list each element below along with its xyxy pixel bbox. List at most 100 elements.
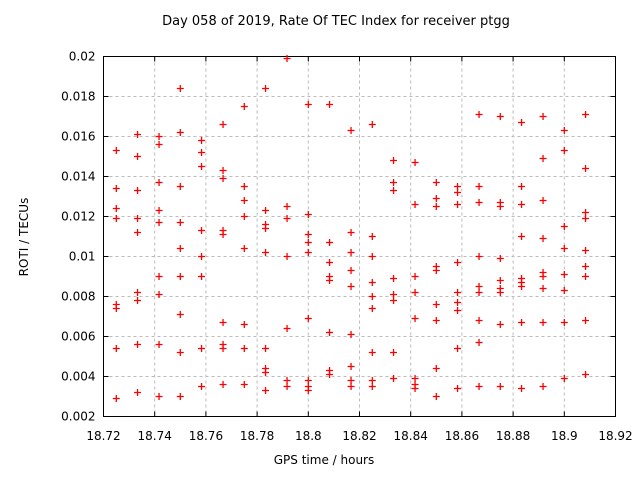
data-point-marker [560,223,568,230]
data-point-marker [240,321,248,328]
data-point-marker [134,297,142,304]
data-point-marker [326,277,334,284]
data-point-marker [304,101,312,108]
data-point-marker [155,291,163,298]
data-point-marker [112,345,120,352]
data-point-marker [411,315,419,322]
data-point-marker [582,209,590,216]
chart-title: Day 058 of 2019, Rate Of TEC Index for r… [162,14,510,29]
data-point-marker [454,289,462,296]
data-point-marker [475,283,483,290]
data-point-marker [262,207,270,214]
data-point-marker [176,129,184,136]
data-point-marker [198,345,206,352]
data-point-marker [262,345,270,352]
data-point-marker [411,201,419,208]
data-point-marker [582,247,590,254]
data-point-marker [262,85,270,92]
data-point-marker [304,249,312,256]
data-point-marker [347,127,355,134]
data-point-marker [176,311,184,318]
data-point-marker [518,233,526,240]
data-point-marker [304,315,312,322]
data-point-marker [560,245,568,252]
data-point-marker [176,393,184,400]
data-point-marker [198,227,206,234]
data-point-marker [411,159,419,166]
data-point-marker [582,317,590,324]
data-point-marker [496,277,504,284]
data-point-marker [304,211,312,218]
data-point-marker [539,197,547,204]
data-point-marker [176,349,184,356]
data-point-marker [390,275,398,282]
data-point-marker [304,377,312,384]
y-tick-label: 0.004 [61,370,95,384]
data-point-marker [368,293,376,300]
x-tick-label: 18.9 [551,429,578,443]
data-point-marker [198,163,206,170]
data-point-marker [304,239,312,246]
data-point-marker [262,225,270,232]
data-point-marker [198,137,206,144]
data-point-marker [582,215,590,222]
data-point-marker [347,377,355,384]
data-point-marker [539,155,547,162]
x-tick-label: 18.82 [342,429,376,443]
data-point-marker [496,203,504,210]
data-point-marker [454,259,462,266]
data-point-marker [560,271,568,278]
data-point-marker [176,273,184,280]
data-point-marker [155,133,163,140]
data-point-marker [539,285,547,292]
x-tick-label: 18.78 [240,429,274,443]
data-point-marker [560,375,568,382]
data-point-marker [198,253,206,260]
data-point-marker [496,255,504,262]
data-point-marker [475,183,483,190]
data-point-marker [411,273,419,280]
data-point-marker [475,339,483,346]
data-point-marker [560,127,568,134]
data-point-marker [518,201,526,208]
x-tick-label: 18.76 [189,429,223,443]
data-point-marker [219,175,227,182]
data-point-marker [326,329,334,336]
data-point-marker [134,153,142,160]
data-point-marker [432,393,440,400]
data-point-marker [368,383,376,390]
data-point-marker [198,273,206,280]
data-point-marker [219,231,227,238]
data-point-marker [134,229,142,236]
y-tick-label: 0.018 [61,90,95,104]
data-point-marker [390,179,398,186]
y-tick-label: 0.016 [61,130,95,144]
data-point-marker [390,375,398,382]
data-point-marker [432,179,440,186]
data-point-marker [475,317,483,324]
data-point-marker [368,121,376,128]
data-point-marker [390,157,398,164]
data-point-marker [283,377,291,384]
y-tick-label: 0.02 [69,50,96,64]
data-point-marker [560,287,568,294]
data-point-marker [219,381,227,388]
data-point-marker [582,371,590,378]
data-point-marker [155,141,163,148]
data-point-marker [368,305,376,312]
data-point-marker [539,319,547,326]
data-point-marker [496,113,504,120]
data-point-marker [582,165,590,172]
data-point-marker [176,85,184,92]
data-point-marker [176,245,184,252]
data-point-marker [347,267,355,274]
data-point-marker [134,215,142,222]
data-point-marker [560,147,568,154]
data-point-marker [347,283,355,290]
data-point-marker [155,393,163,400]
data-point-marker [240,245,248,252]
data-point-marker [411,385,419,392]
data-point-marker [454,299,462,306]
data-point-marker [518,319,526,326]
